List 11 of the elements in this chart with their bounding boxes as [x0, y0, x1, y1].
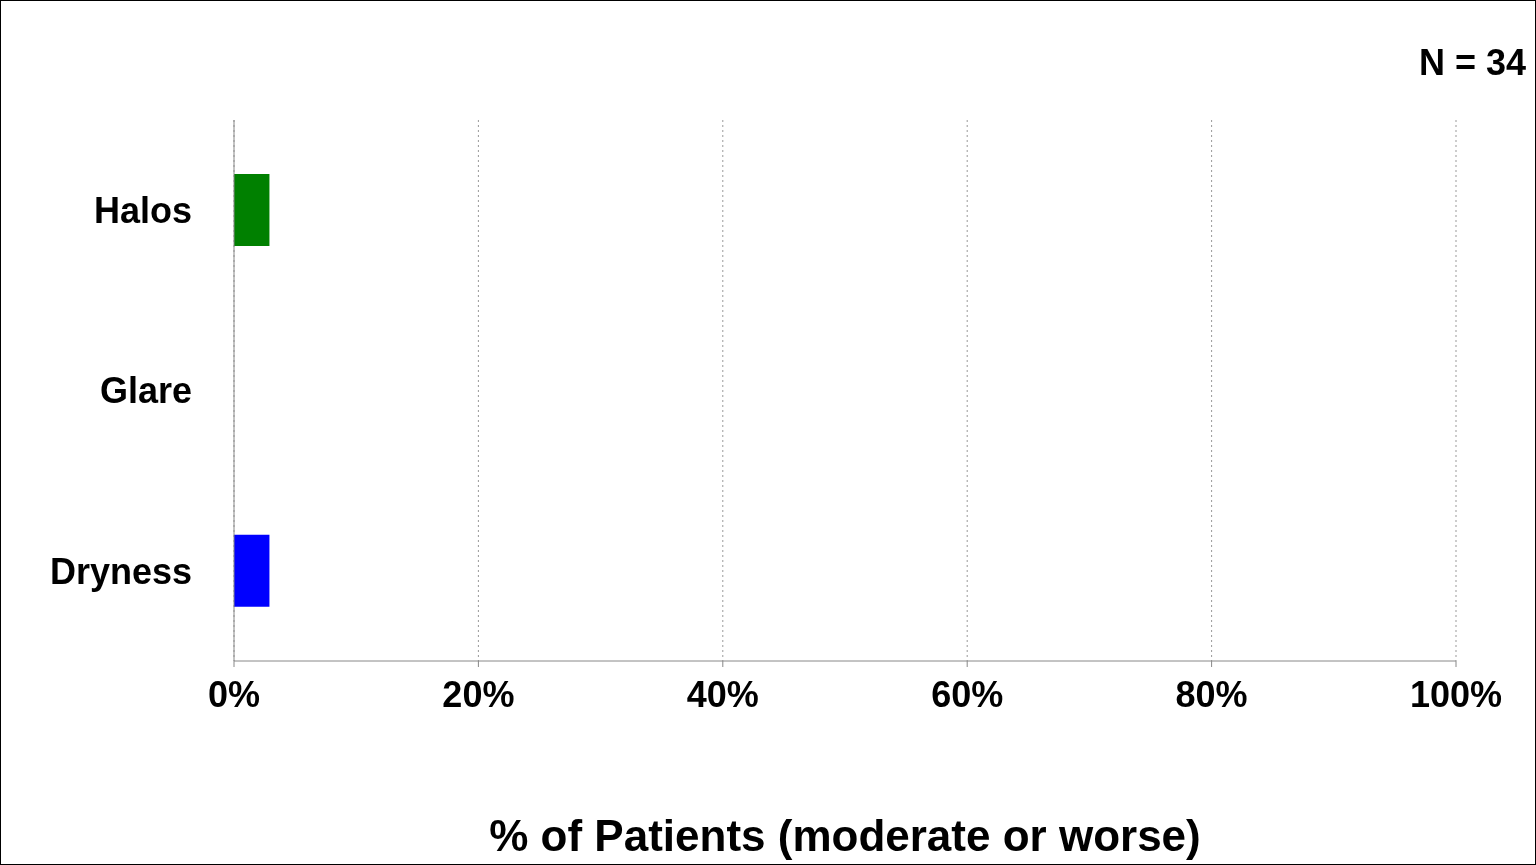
x-tick-label: 60%	[931, 673, 1004, 715]
x-tick-label: 20%	[442, 673, 515, 715]
y-tick-label: Glare	[99, 370, 192, 412]
x-tick-label: 0%	[207, 673, 261, 715]
y-tick-label: Dryness	[49, 550, 192, 592]
x-tick-label: 40%	[686, 673, 759, 715]
x-axis-title: % of Patients (moderate or worse)	[489, 811, 1201, 860]
y-tick-label: Halos	[93, 189, 192, 231]
text: N = 34	[1418, 42, 1526, 84]
x-tick-label: 100%	[1409, 673, 1503, 715]
x-tick-label: 80%	[1175, 673, 1248, 715]
